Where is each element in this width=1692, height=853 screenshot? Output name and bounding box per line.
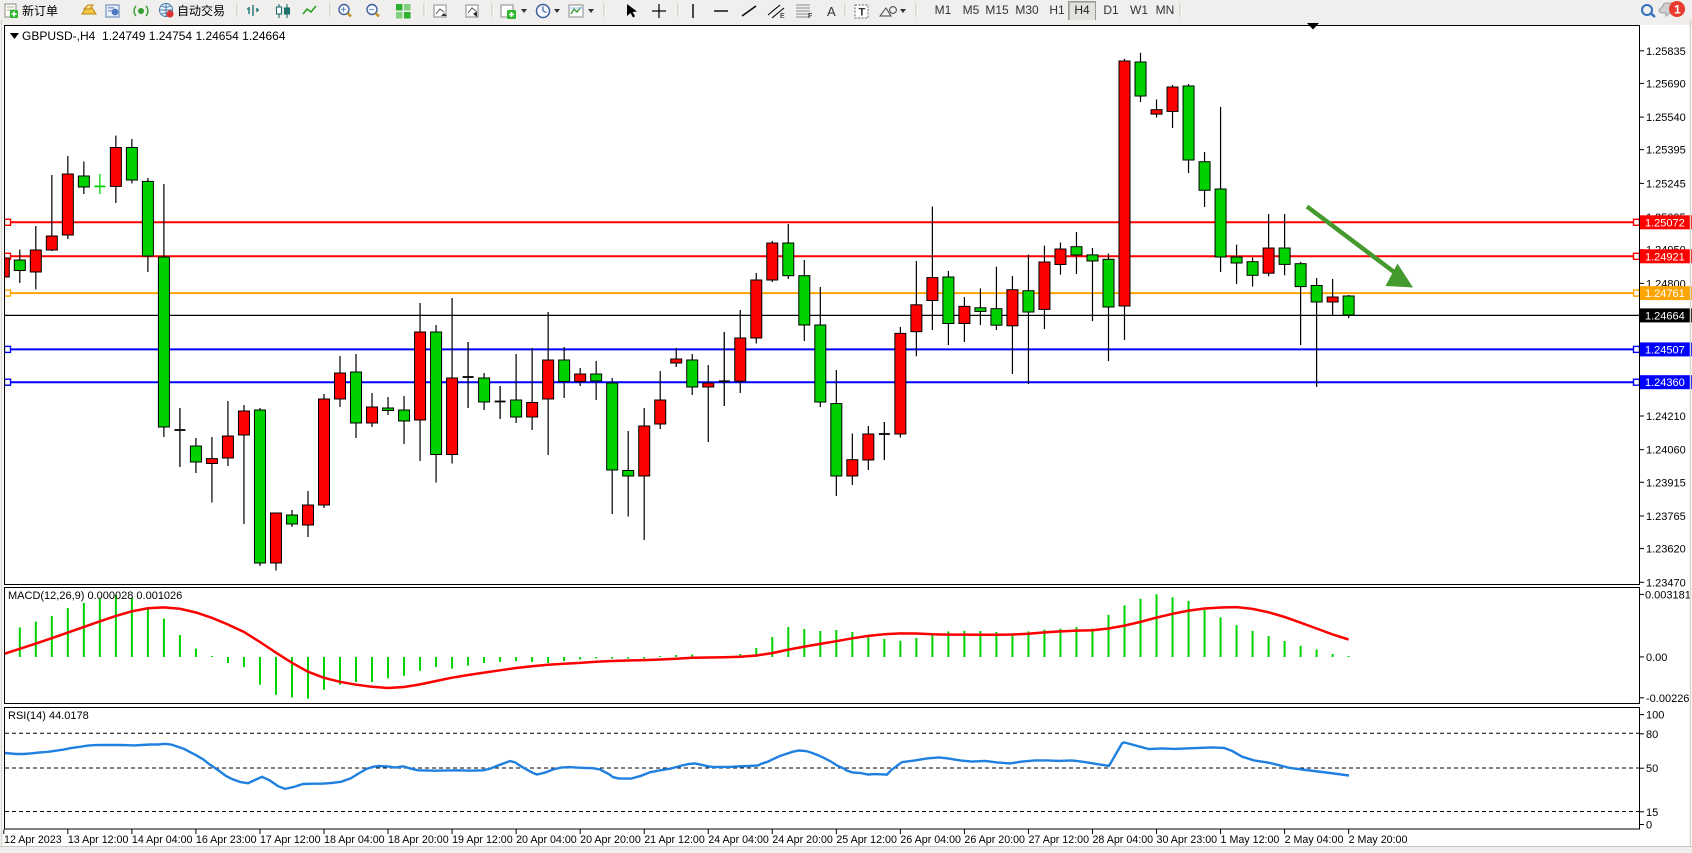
svg-text:GBPUSD-,H4 1.24749 1.24754 1.: GBPUSD-,H4 1.24749 1.24754 1.24654 1.246… <box>22 29 286 43</box>
svg-text:1.24360: 1.24360 <box>1645 377 1685 389</box>
svg-text:1.25072: 1.25072 <box>1645 217 1685 229</box>
svg-text:28 Apr 04:00: 28 Apr 04:00 <box>1092 834 1153 846</box>
svg-text:1.25690: 1.25690 <box>1646 78 1686 90</box>
svg-text:1.25835: 1.25835 <box>1646 46 1686 58</box>
svg-text:1.25245: 1.25245 <box>1646 178 1686 190</box>
svg-text:MACD(12,26,9) 0.000028 0.00102: MACD(12,26,9) 0.000028 0.001026 <box>8 590 182 602</box>
svg-text:26 Apr 04:00: 26 Apr 04:00 <box>900 834 961 846</box>
svg-text:80: 80 <box>1646 729 1658 741</box>
svg-text:1.23470: 1.23470 <box>1646 577 1686 589</box>
svg-text:1 May 12:00: 1 May 12:00 <box>1221 834 1280 846</box>
svg-text:15: 15 <box>1646 807 1658 819</box>
svg-text:1.24761: 1.24761 <box>1645 288 1685 300</box>
svg-text:25 Apr 12:00: 25 Apr 12:00 <box>836 834 897 846</box>
svg-text:16 Apr 23:00: 16 Apr 23:00 <box>196 834 257 846</box>
svg-text:−: − <box>369 5 375 16</box>
svg-text:30 Apr 23:00: 30 Apr 23:00 <box>1157 834 1218 846</box>
svg-text:1.24507: 1.24507 <box>1645 344 1685 356</box>
svg-text:新订单: 新订单 <box>22 3 58 18</box>
svg-text:A: A <box>827 4 836 19</box>
svg-text:1: 1 <box>1674 3 1681 17</box>
svg-text:-0.00226: -0.00226 <box>1646 693 1689 705</box>
svg-text:50: 50 <box>1646 763 1658 775</box>
svg-text:20 Apr 04:00: 20 Apr 04:00 <box>516 834 577 846</box>
svg-text:13 Apr 12:00: 13 Apr 12:00 <box>68 834 129 846</box>
svg-text:0: 0 <box>1646 820 1652 832</box>
svg-text:1.24921: 1.24921 <box>1645 251 1685 263</box>
svg-text:27 Apr 12:00: 27 Apr 12:00 <box>1028 834 1089 846</box>
svg-text:T: T <box>859 7 866 19</box>
svg-text:24 Apr 04:00: 24 Apr 04:00 <box>708 834 769 846</box>
svg-text:1.23765: 1.23765 <box>1646 511 1686 523</box>
svg-text:26 Apr 20:00: 26 Apr 20:00 <box>964 834 1025 846</box>
svg-text:12 Apr 2023: 12 Apr 2023 <box>4 834 62 846</box>
svg-text:24 Apr 20:00: 24 Apr 20:00 <box>772 834 833 846</box>
svg-text:E: E <box>780 13 785 20</box>
svg-text:21 Apr 12:00: 21 Apr 12:00 <box>644 834 705 846</box>
svg-text:0.003181: 0.003181 <box>1645 589 1691 601</box>
svg-text:20 Apr 20:00: 20 Apr 20:00 <box>580 834 641 846</box>
svg-text:100: 100 <box>1646 710 1664 722</box>
svg-text:F: F <box>808 13 812 20</box>
svg-text:18 Apr 04:00: 18 Apr 04:00 <box>324 834 385 846</box>
svg-text:+: + <box>341 5 347 16</box>
svg-text:2 May 04:00: 2 May 04:00 <box>1285 834 1344 846</box>
svg-text:1.23620: 1.23620 <box>1646 544 1686 556</box>
svg-text:1.25395: 1.25395 <box>1646 145 1686 157</box>
svg-text:1.23915: 1.23915 <box>1646 477 1686 489</box>
svg-text:17 Apr 12:00: 17 Apr 12:00 <box>260 834 321 846</box>
svg-text:2 May 20:00: 2 May 20:00 <box>1349 834 1408 846</box>
svg-text:1.24060: 1.24060 <box>1646 445 1686 457</box>
svg-text:1.24664: 1.24664 <box>1645 310 1685 322</box>
svg-text:1.24210: 1.24210 <box>1646 411 1686 423</box>
svg-text:0.00: 0.00 <box>1646 652 1667 664</box>
svg-text:自动交易: 自动交易 <box>177 3 225 18</box>
svg-text:14 Apr 04:00: 14 Apr 04:00 <box>132 834 193 846</box>
svg-text:1.25540: 1.25540 <box>1646 112 1686 124</box>
svg-text:19 Apr 12:00: 19 Apr 12:00 <box>452 834 513 846</box>
svg-text:18 Apr 20:00: 18 Apr 20:00 <box>388 834 449 846</box>
svg-text:RSI(14) 44.0178: RSI(14) 44.0178 <box>8 710 89 722</box>
